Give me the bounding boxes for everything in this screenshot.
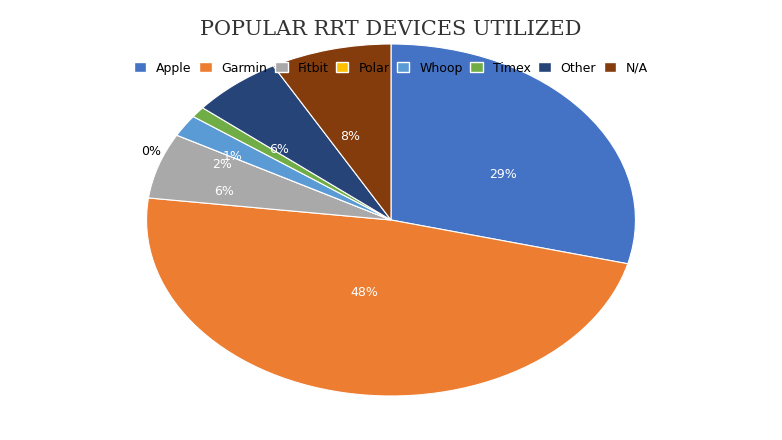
Wedge shape	[177, 117, 391, 220]
Wedge shape	[149, 135, 391, 220]
Text: 6%: 6%	[269, 143, 289, 156]
Text: 29%: 29%	[490, 169, 517, 181]
Text: 1%: 1%	[223, 150, 242, 163]
Text: POPULAR RRT DEVICES UTILIZED: POPULAR RRT DEVICES UTILIZED	[200, 20, 582, 39]
Wedge shape	[203, 66, 391, 220]
Wedge shape	[146, 198, 628, 396]
Text: 2%: 2%	[212, 158, 231, 171]
Wedge shape	[273, 44, 391, 220]
Wedge shape	[193, 108, 391, 220]
Text: 0%: 0%	[141, 145, 161, 158]
Text: 48%: 48%	[350, 286, 378, 299]
Wedge shape	[391, 44, 636, 264]
Text: 8%: 8%	[339, 130, 360, 143]
Text: 6%: 6%	[213, 185, 234, 198]
Legend: Apple, Garmin, Fitbit, Polar, Whoop, Timex, Other, N/A: Apple, Garmin, Fitbit, Polar, Whoop, Tim…	[131, 59, 651, 77]
Wedge shape	[177, 135, 391, 220]
